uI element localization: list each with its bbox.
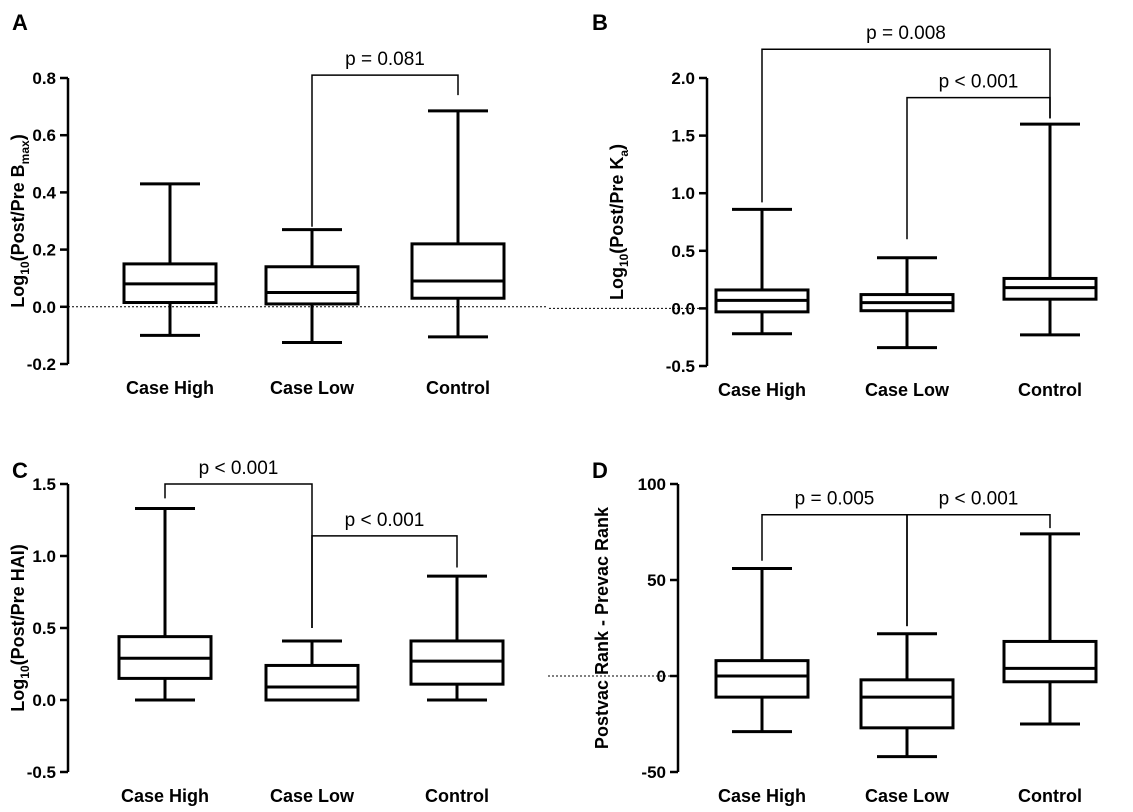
y-tick-label: 0.0 xyxy=(32,298,56,317)
x-category-label: Control xyxy=(425,786,489,806)
y-tick-label: 1.5 xyxy=(32,475,56,494)
y-tick-label: 0.2 xyxy=(32,241,56,260)
box-plot-control xyxy=(409,574,505,702)
y-axis-label: Log10(Post/Pre Ka) xyxy=(607,144,631,300)
y-axis-label-part: Log xyxy=(8,679,28,712)
y-tick-label: 0.5 xyxy=(32,619,56,638)
bracket-line xyxy=(761,513,908,627)
y-tick-label: 1.5 xyxy=(671,127,695,146)
x-category-label: Case Low xyxy=(865,380,950,400)
y-axis-label-subscript: 10 xyxy=(18,665,32,679)
panel-letter: C xyxy=(12,458,28,483)
box-plot-case-low xyxy=(859,256,955,350)
significance-bracket: p < 0.001 xyxy=(164,458,313,628)
y-axis-label: Postvac Rank - Prevac Rank xyxy=(592,506,612,749)
box-plot-case-high xyxy=(714,207,810,336)
significance-bracket: p < 0.001 xyxy=(906,489,1051,627)
y-tick-label: -0.5 xyxy=(27,763,56,782)
y-axis-label-part: ) xyxy=(607,144,627,150)
box-plot-control xyxy=(410,109,506,339)
x-category-label: Case Low xyxy=(865,786,950,806)
y-axis-label-subscript: max xyxy=(18,140,32,164)
p-value-label: p < 0.001 xyxy=(345,510,425,531)
y-axis-label-part: Log xyxy=(8,275,28,308)
p-value-label: p = 0.005 xyxy=(795,489,875,510)
y-axis-label-part: Postvac Rank - Prevac Rank xyxy=(592,506,612,749)
y-tick-label: 100 xyxy=(638,475,666,494)
box-plot-control xyxy=(1002,122,1098,337)
panel-a: A -0.2 0.0 0.2 0.4 0.6 0.8 Log10(Post/Pre Bmax)… xyxy=(8,10,548,398)
x-category-label: Case Low xyxy=(270,786,355,806)
y-axis-label: Log10(Post/Pre HAI) xyxy=(8,544,32,711)
box-plot-case-low xyxy=(264,228,360,345)
y-axis-label: Log10(Post/Pre Bmax) xyxy=(8,134,32,307)
significance-bracket: p = 0.005 xyxy=(761,489,908,627)
y-axis-label-subscript: a xyxy=(617,150,631,157)
panel-c: C -0.5 0.0 0.5 1.0 1.5 Log10(Post/Pre HAI) Case… xyxy=(8,458,505,806)
x-category-label: Control xyxy=(1018,786,1082,806)
panel-b: B -0.5 0.0 0.5 1.0 1.5 2.0 Log10(Post/Pre Ka) Ca… xyxy=(548,10,1098,400)
y-tick-label: 0.5 xyxy=(671,242,695,261)
bracket-line xyxy=(906,513,1051,627)
iqr-box xyxy=(714,659,810,699)
p-value-label: p = 0.008 xyxy=(866,23,946,44)
iqr-box xyxy=(264,265,360,306)
iqr-box xyxy=(410,242,506,300)
bracket-line xyxy=(164,483,313,628)
y-axis-label-part: (Post/Pre HAI) xyxy=(8,544,28,665)
y-tick-label: 0.0 xyxy=(671,299,695,318)
iqr-box xyxy=(264,663,360,702)
y-tick-label: 0.0 xyxy=(32,691,56,710)
p-value-label: p < 0.001 xyxy=(939,72,1019,93)
y-tick-label: 0.4 xyxy=(32,183,56,202)
y-tick-label: 2.0 xyxy=(671,69,695,88)
panel-letter: D xyxy=(592,458,608,483)
x-category-label: Case Low xyxy=(270,378,355,398)
x-category-label: Control xyxy=(1018,380,1082,400)
y-tick-label: 0.6 xyxy=(32,126,56,145)
y-axis-label-part: (Post/Pre B xyxy=(8,164,28,261)
y-tick-label: -50 xyxy=(641,763,666,782)
significance-bracket: p < 0.001 xyxy=(311,510,458,628)
p-value-label: p < 0.001 xyxy=(939,489,1019,510)
p-value-label: p < 0.001 xyxy=(199,458,279,479)
y-axis-label-subscript: 10 xyxy=(18,261,32,275)
y-tick-label: -0.2 xyxy=(27,355,56,374)
bracket-line xyxy=(906,96,1051,240)
x-category-label: Case High xyxy=(126,378,214,398)
y-tick-label: -0.5 xyxy=(666,357,695,376)
bracket-line xyxy=(761,48,1051,203)
panel-letter: A xyxy=(12,10,28,35)
significance-bracket: p < 0.001 xyxy=(906,72,1051,240)
y-axis-label-part: Log xyxy=(607,267,627,300)
iqr-box xyxy=(859,678,955,730)
x-category-label: Case High xyxy=(718,380,806,400)
box-plot-control xyxy=(1002,532,1098,726)
p-value-label: p = 0.081 xyxy=(345,49,425,70)
box-plot-case-high xyxy=(117,506,213,702)
y-tick-label: 0.8 xyxy=(32,69,56,88)
x-category-label: Case High xyxy=(718,786,806,806)
iqr-box xyxy=(1002,639,1098,684)
significance-bracket: p = 0.008 xyxy=(761,23,1051,203)
box-plot-case-high xyxy=(122,182,218,337)
box-plot-case-low xyxy=(264,639,360,702)
x-category-label: Case High xyxy=(121,786,209,806)
bracket-line xyxy=(311,535,458,628)
y-tick-label: 1.0 xyxy=(671,184,695,203)
bracket-line xyxy=(311,74,459,227)
significance-bracket: p = 0.081 xyxy=(311,49,459,227)
y-axis-label-part: ) xyxy=(8,134,28,140)
panel-letter: B xyxy=(592,10,608,35)
box-plot-case-low xyxy=(859,632,955,759)
box-plot-case-high xyxy=(714,566,810,734)
y-axis-label-part: (Post/Pre K xyxy=(607,157,627,254)
x-category-label: Control xyxy=(426,378,490,398)
y-axis-label-subscript: 10 xyxy=(617,253,631,267)
y-tick-label: 50 xyxy=(647,571,666,590)
y-tick-label: 1.0 xyxy=(32,547,56,566)
